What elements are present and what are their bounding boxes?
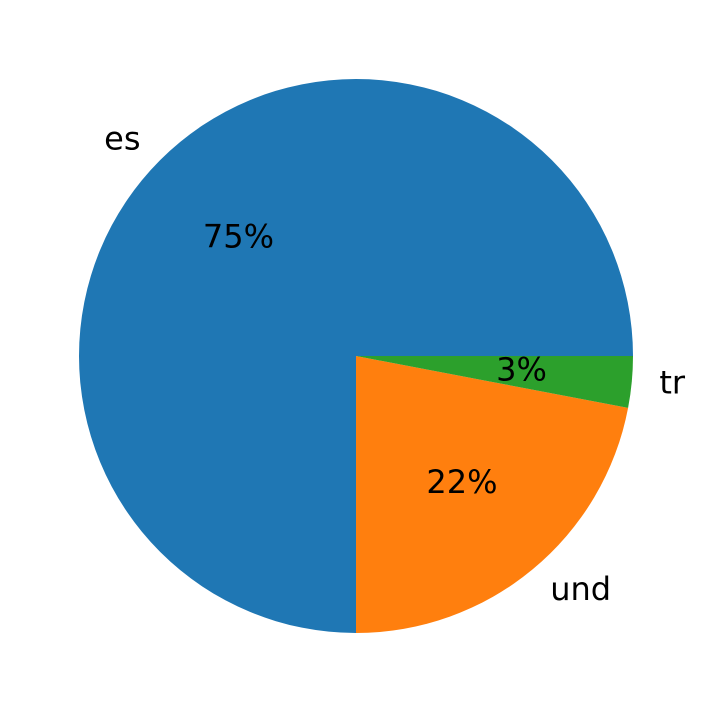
pct-label: 75% (203, 217, 274, 255)
slice-label: tr (659, 364, 686, 402)
pct-label: 3% (496, 351, 547, 389)
pie-slice (356, 356, 629, 633)
pie-slice (356, 356, 633, 408)
slice-label: und (550, 570, 611, 608)
pct-label: 22% (426, 463, 497, 501)
slice-label: es (104, 120, 140, 158)
